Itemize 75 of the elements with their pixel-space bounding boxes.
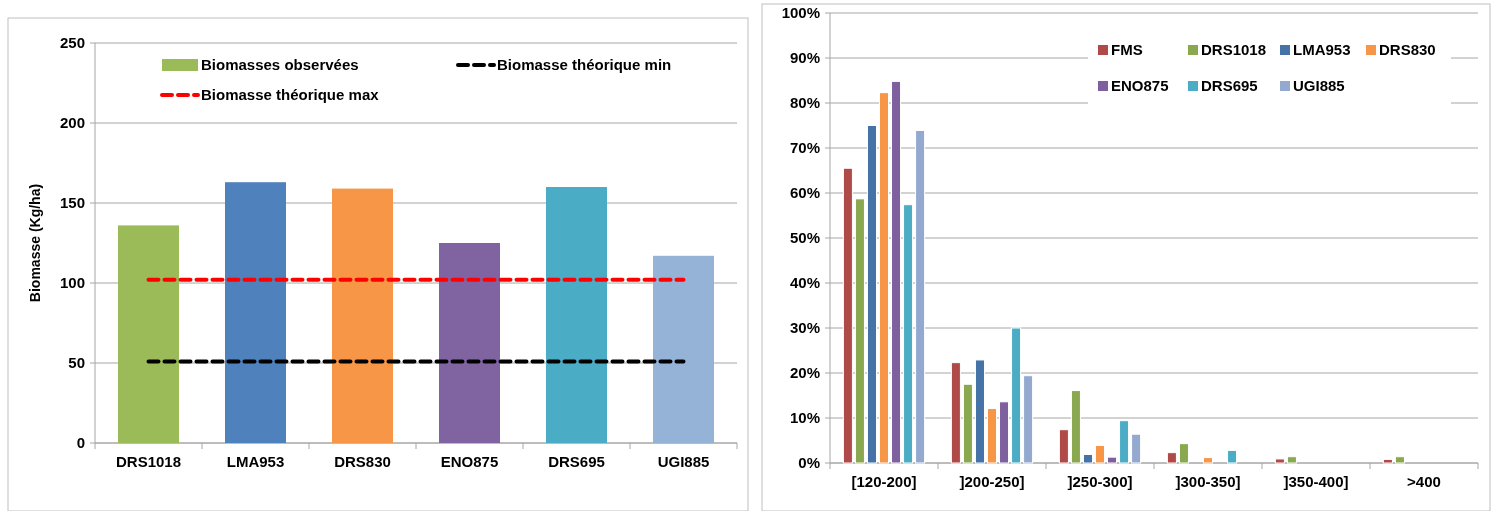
legend-label: DRS830 — [1379, 41, 1436, 59]
x-tick-label: LMA953 — [226, 453, 285, 470]
bar — [1286, 456, 1297, 464]
x-tick-label: ]300-350] — [1175, 473, 1241, 490]
bar — [439, 243, 500, 443]
bar — [332, 188, 393, 443]
bar — [866, 125, 877, 464]
x-tick-label: >400 — [1407, 473, 1441, 490]
legend-label: ENO875 — [1111, 77, 1169, 95]
x-tick-label: ]350-400] — [1283, 473, 1349, 490]
bar — [854, 198, 865, 464]
x-tick-label: ENO875 — [440, 453, 499, 470]
y-tick-label: 70% — [789, 139, 820, 157]
x-tick-label: DRS695 — [548, 453, 605, 470]
bar — [1274, 458, 1285, 464]
bar — [986, 408, 998, 464]
y-tick-label: 30% — [789, 319, 820, 337]
y-tick-label: 100 — [59, 274, 85, 292]
bar — [962, 383, 973, 464]
x-tick-label: ]200-250] — [959, 473, 1025, 490]
y-tick-label: 200 — [59, 114, 85, 132]
bar — [1011, 327, 1022, 464]
y-tick-label: 0 — [76, 434, 85, 452]
bar — [653, 255, 714, 443]
bar — [1178, 443, 1189, 464]
y-axis-title: Biomasse (Kg/ha) — [27, 183, 43, 303]
bar — [546, 187, 607, 443]
y-tick-label: 50 — [68, 354, 85, 372]
bar — [974, 359, 985, 464]
y-tick-label: 150 — [59, 194, 85, 212]
bar — [1094, 444, 1106, 464]
bar — [891, 80, 902, 464]
y-tick-label: 100% — [781, 4, 820, 22]
y-tick-label: 250 — [59, 34, 85, 52]
bar — [903, 204, 914, 464]
y-tick-label: 90% — [789, 49, 820, 67]
legend-label: Biomasse théorique min — [497, 56, 672, 74]
bar — [1202, 457, 1214, 464]
x-tick-label: DRS830 — [334, 453, 391, 470]
bar — [878, 92, 890, 464]
bar — [1070, 390, 1081, 464]
bar — [225, 182, 286, 443]
y-tick-label: 40% — [789, 274, 820, 292]
bar — [1382, 458, 1393, 464]
legend-label: UGI885 — [1293, 77, 1345, 95]
y-tick-label: 0% — [798, 454, 820, 472]
x-tick-label: [120-200] — [851, 473, 917, 490]
legend-label: DRS695 — [1201, 77, 1258, 95]
legend-label: DRS1018 — [1201, 41, 1267, 59]
x-tick-label: UGI885 — [657, 453, 710, 470]
bar — [1131, 433, 1142, 464]
legend-label: LMA953 — [1293, 41, 1351, 59]
bar — [1082, 453, 1093, 464]
bar — [950, 362, 961, 464]
legend-label: FMS — [1111, 41, 1143, 59]
bar — [1227, 449, 1238, 464]
bar — [1107, 456, 1118, 464]
y-tick-label: 80% — [789, 94, 820, 112]
legend-label: Biomasses observées — [201, 56, 359, 74]
bar — [1394, 456, 1405, 464]
x-tick-label: ]250-300] — [1067, 473, 1133, 490]
y-tick-label: 60% — [789, 184, 820, 202]
bar — [1166, 452, 1177, 464]
y-tick-label: 10% — [789, 409, 820, 427]
y-tick-label: 50% — [789, 229, 820, 247]
x-tick-label: DRS1018 — [115, 453, 182, 470]
bar — [1023, 375, 1034, 464]
bar — [118, 225, 179, 443]
bar — [842, 167, 853, 464]
bar — [999, 401, 1010, 464]
y-tick-label: 20% — [789, 364, 820, 382]
bar — [1058, 429, 1069, 464]
legend-label: Biomasse théorique max — [201, 86, 380, 104]
bar — [915, 129, 926, 464]
bar — [1119, 420, 1130, 464]
